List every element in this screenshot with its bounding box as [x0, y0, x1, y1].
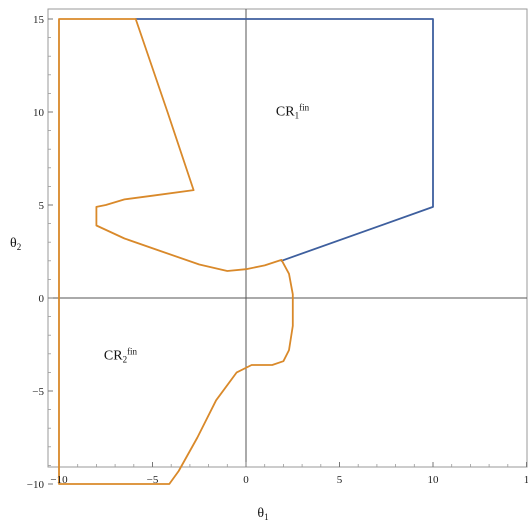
cr2-label: CR2fin: [104, 346, 138, 364]
cr1-label: CR1fin: [276, 103, 310, 121]
y-tick-label: 5: [39, 200, 45, 212]
x-axis-label: θ1: [257, 506, 268, 522]
x-tick-label: −10: [50, 474, 68, 486]
plot-frame: [47, 8, 528, 468]
y-tick-label: −5: [32, 386, 44, 398]
x-tick-label: 10: [428, 474, 440, 486]
x-tick-label: −5: [147, 474, 159, 486]
labels-layer: −10 −5 0 5 10 1 −10 −5 0 5 10 15 CR1fin CR2fin: [27, 14, 528, 491]
y-tick-label: 15: [33, 14, 45, 26]
cr1-boundary-line: [134, 18, 434, 262]
y-tick-label: 10: [33, 107, 45, 119]
y-tick-label: 0: [39, 293, 45, 305]
x-tick-label: 1: [524, 474, 528, 486]
plot-frame-rect: [47, 8, 528, 468]
x-tick-label: 5: [337, 474, 343, 486]
tick-marks: [48, 18, 527, 485]
y-axis-label: θ2: [10, 236, 21, 252]
cr2-boundary-line: [58, 18, 294, 485]
x-tick-label: 0: [243, 474, 249, 486]
series-layer: [58, 18, 434, 485]
y-tick-label: −10: [27, 479, 45, 491]
zero-axes: [48, 9, 527, 467]
